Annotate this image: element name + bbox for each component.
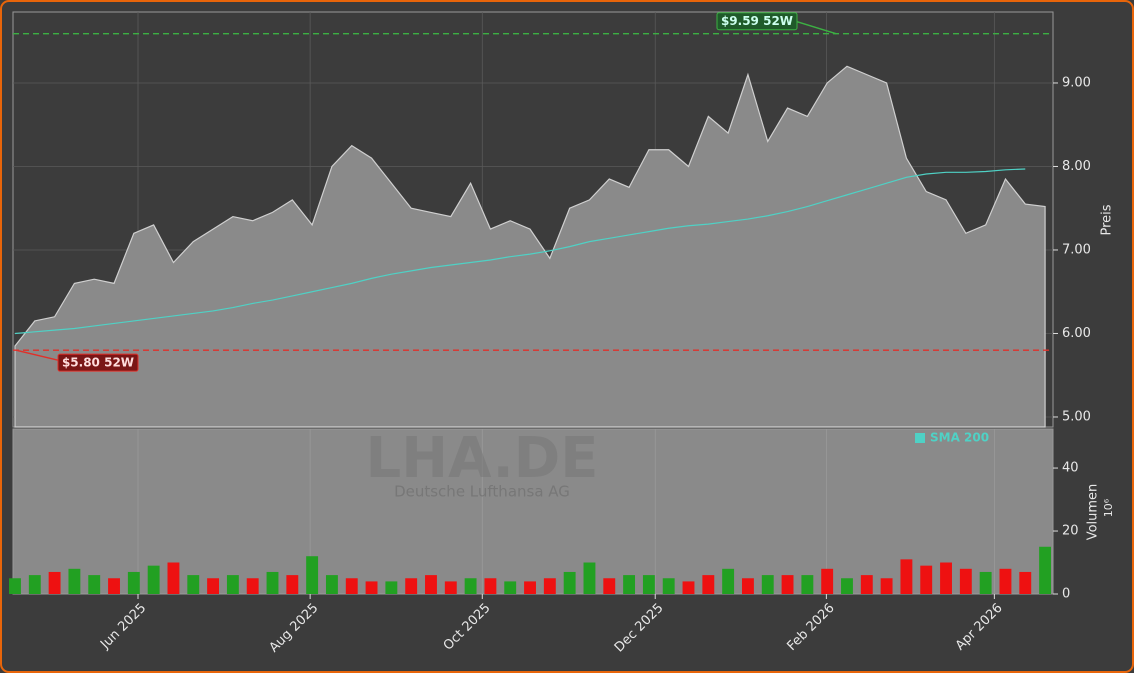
volume-bar: [603, 578, 616, 594]
volume-bar: [286, 575, 299, 594]
volume-bar: [821, 568, 834, 594]
plot-area: [12, 428, 1054, 595]
volume-bar: [28, 575, 41, 594]
volume-bar: [1019, 571, 1032, 594]
volume-bar: [9, 578, 21, 594]
annotation-arrow: [796, 20, 837, 35]
volume-bar: [682, 581, 695, 594]
volume-bar: [543, 578, 556, 594]
volume-bar: [226, 575, 239, 594]
y-tick-label: 8.00: [1062, 159, 1091, 174]
volume-bar: [405, 578, 418, 594]
legend-swatch: [915, 433, 925, 443]
volume-bar: [623, 575, 636, 594]
volume-bar: [385, 581, 398, 594]
volume-bar: [801, 575, 814, 594]
annotation-box: [57, 353, 139, 372]
y-tick-label: 20: [1062, 524, 1079, 539]
volume-bar: [127, 571, 140, 594]
volume-bar: [464, 578, 477, 594]
y-tick-label: 9.00: [1062, 75, 1091, 90]
volume-bar: [999, 568, 1012, 594]
volume-bar: [702, 575, 715, 594]
y-tick-label: 5.00: [1062, 409, 1091, 424]
volume-bar: [325, 575, 338, 594]
volume-bar: [979, 571, 992, 594]
volume-bar: [662, 578, 675, 594]
watermark-subtitle: Deutsche Lufthansa AG: [394, 483, 570, 501]
volume-bar: [920, 565, 933, 594]
volume-bar: [583, 562, 596, 594]
volume-bar: [484, 578, 497, 594]
volume-bar: [68, 568, 81, 594]
sma-line: [14, 168, 1026, 335]
volume-bar: [108, 578, 120, 594]
volume-bar: [642, 575, 655, 594]
annotation: $9.59 52W: [721, 14, 793, 28]
legend-label: SMA 200: [930, 431, 989, 445]
volume-bar: [207, 578, 220, 594]
volume-bar: [880, 578, 893, 594]
y-tick-label: 40: [1062, 461, 1079, 476]
annotation: $5.80 52W: [62, 356, 134, 370]
axis-label: Preis: [1100, 204, 1115, 235]
volume-bar: [167, 562, 180, 594]
price-area: [14, 65, 1046, 428]
watermark: LHA.DE: [366, 426, 599, 491]
volume-bar: [959, 568, 972, 594]
volume-bar: [425, 575, 437, 594]
annotation-arrow: [15, 349, 59, 361]
volume-bar: [563, 571, 576, 594]
volume-bar: [741, 578, 754, 594]
y-tick-label: 0: [1062, 587, 1070, 602]
volume-bar: [722, 568, 735, 594]
volume-bar: [266, 571, 279, 594]
volume-bar: [940, 562, 952, 594]
volume-bar: [1039, 546, 1052, 594]
volume-bar: [48, 571, 61, 594]
volume-bar: [187, 575, 200, 594]
volume-bar: [147, 565, 160, 594]
volume-bar: [841, 578, 853, 594]
volume-bar: [306, 556, 319, 594]
y-tick-label: 6.00: [1062, 326, 1091, 341]
volume-bar: [246, 578, 259, 594]
volume-bar: [504, 581, 517, 594]
y-tick-label: 7.00: [1062, 242, 1091, 257]
volume-bar: [900, 559, 913, 594]
axis-unit: 10⁶: [1102, 498, 1115, 517]
volume-bar: [444, 581, 457, 594]
annotation-box: [716, 12, 798, 31]
volume-bar: [345, 578, 358, 594]
volume-bar: [761, 575, 774, 594]
volume-bar: [860, 575, 873, 594]
volume-bar: [365, 581, 378, 594]
volume-bar: [88, 575, 101, 594]
axis-label: Volumen: [1086, 484, 1101, 541]
volume-bar: [524, 581, 536, 594]
volume-bar: [781, 575, 794, 594]
